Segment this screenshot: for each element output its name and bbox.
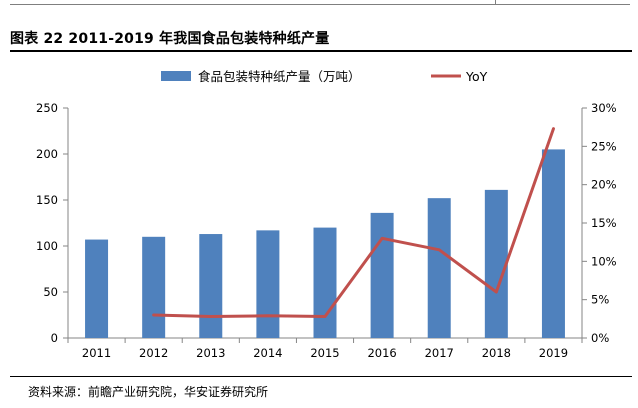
y-tick-label-left: 150 (36, 193, 58, 207)
bar (541, 149, 565, 338)
y-tick-label-left: 0 (51, 331, 58, 345)
header-tick (495, 0, 496, 4)
yoy-point (495, 290, 498, 294)
legend-swatch-bar (161, 71, 191, 81)
x-tick-label: 2019 (539, 346, 568, 360)
x-tick-label: 2013 (196, 346, 225, 360)
bar (427, 198, 451, 338)
yoy-line (152, 127, 555, 319)
source-note: 资料来源：前瞻产业研究院，华安证券研究所 (28, 385, 269, 399)
y-tick-label-right: 0% (591, 331, 609, 345)
legend-label-bar: 食品包装特种纸产量（万吨） (198, 69, 361, 84)
y-tick-label-right: 30% (591, 101, 617, 115)
yoy-point (266, 314, 270, 317)
x-tick-label: 2017 (425, 346, 454, 360)
x-tick-label: 2015 (310, 346, 339, 360)
bar (85, 239, 109, 338)
figure-title: 图表 22 2011-2019 年我国食品包装特种纸产量 (10, 31, 330, 47)
bar (256, 230, 280, 338)
x-tick-label: 2011 (82, 346, 111, 360)
y-tick-label-left: 250 (36, 101, 58, 115)
bar (370, 212, 394, 338)
y-tick-label-right: 15% (591, 216, 617, 230)
y-tick-label-right: 5% (591, 293, 609, 307)
bar (142, 236, 166, 338)
y-tick-label-right: 20% (591, 178, 617, 192)
header-rule (10, 4, 630, 5)
y-tick-label-left: 50 (43, 285, 58, 299)
yoy-line-series (152, 127, 555, 319)
yoy-point (209, 315, 212, 318)
yoy-point (323, 315, 327, 318)
y-tick-label-left: 200 (36, 147, 58, 161)
y-tick-label-right: 10% (591, 254, 617, 268)
x-tick-label: 2014 (253, 346, 282, 360)
legend-label-line: YoY (465, 69, 488, 84)
title-rule (10, 50, 632, 52)
y-tick-label-right: 25% (591, 139, 617, 153)
x-tick-label: 2018 (482, 346, 511, 360)
bar (313, 227, 337, 338)
yoy-point (552, 127, 555, 130)
bar (199, 234, 223, 338)
bar-series (85, 149, 565, 338)
yoy-point (152, 313, 155, 317)
bar (484, 189, 508, 338)
legend: 食品包装特种纸产量（万吨） YoY (161, 69, 488, 84)
yoy-point (380, 237, 384, 240)
yoy-point (438, 248, 441, 252)
x-tick-label: 2012 (139, 346, 168, 360)
y-tick-label-left: 100 (36, 239, 58, 253)
x-tick-label: 2016 (367, 346, 396, 360)
footer-rule (10, 376, 632, 377)
